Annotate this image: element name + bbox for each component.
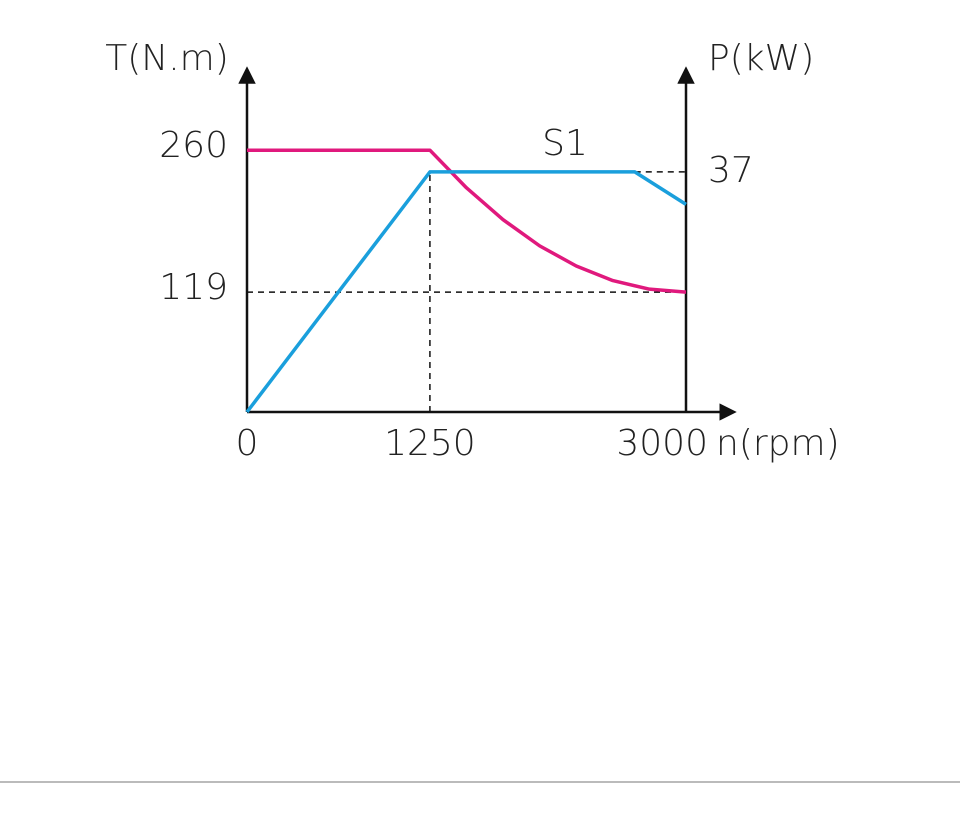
x-tick-label: 0: [236, 423, 259, 464]
x-axis-label: n(rpm): [716, 423, 840, 464]
series-line: [247, 148, 687, 294]
annotation: S1: [542, 123, 588, 164]
y-axis-label: T(N.m): [105, 38, 229, 79]
x-tick-label: 3000: [616, 423, 708, 464]
x-tick-label: 1250: [384, 423, 476, 464]
y-tick-label: 119: [159, 267, 228, 308]
y-tick-label: 260: [159, 125, 228, 166]
y2-axis-label: P(kW): [708, 38, 814, 79]
series-line: [245, 170, 687, 414]
y2-tick-label: 37: [708, 150, 754, 191]
